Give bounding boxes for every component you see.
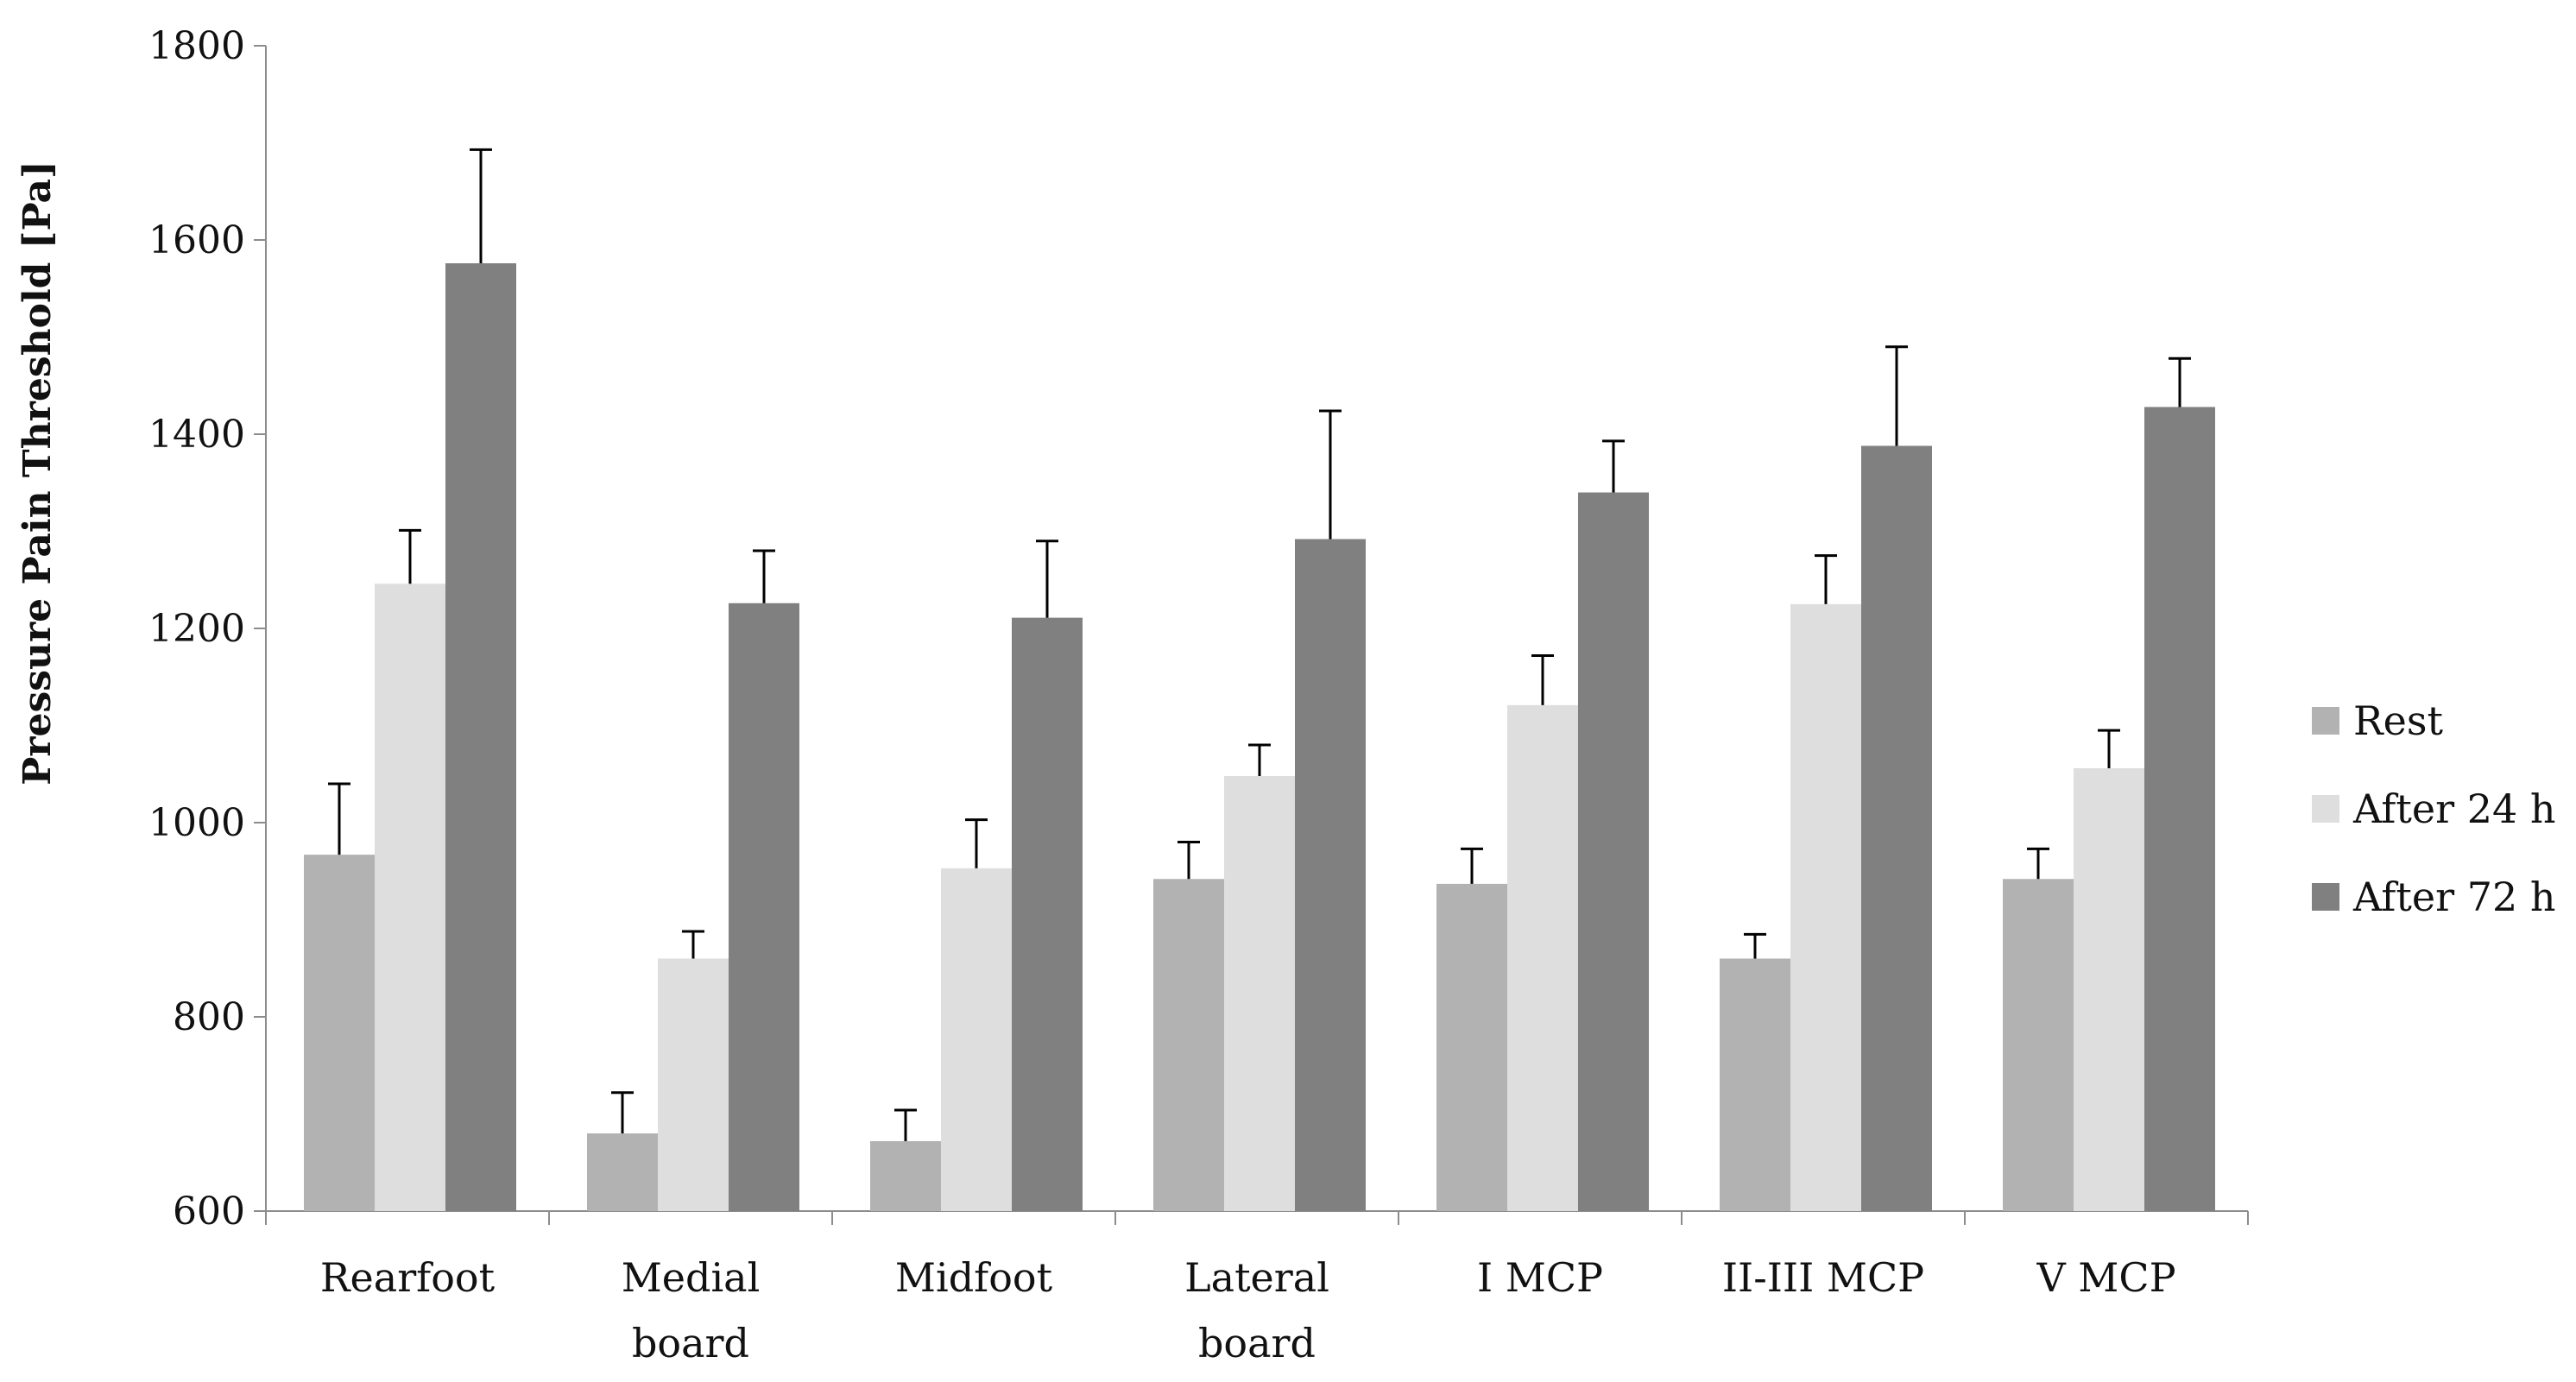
x-tick-label-line: V MCP [2036,1254,2175,1301]
y-tick-label: 1400 [148,413,245,457]
legend-swatch [2312,795,2339,823]
y-axis: 600 800 1000 1200 1400 1600 1800 [148,24,267,1234]
bar [870,1141,941,1211]
bar [2003,879,2074,1211]
x-tick-label-line: I MCP [1477,1254,1603,1301]
bar [941,868,1012,1211]
x-tick-label-line: Rearfoot [320,1254,496,1301]
bar [304,855,375,1211]
bar [1507,704,1578,1211]
x-tick-label-line: board [632,1320,749,1366]
x-tick-label: I MCP [1477,1254,1603,1301]
x-tick-label: II-III MCP [1722,1254,1924,1301]
x-tick-label: Rearfoot [320,1254,496,1301]
bar [658,958,729,1211]
bar [445,263,516,1211]
x-tick-label: V MCP [2036,1254,2175,1301]
bar [375,584,445,1211]
y-tick-label: 1600 [148,218,245,262]
bar [1295,539,1366,1211]
bar [1012,617,1083,1211]
legend-swatch [2312,883,2339,911]
x-tick-label: Medial board [622,1254,761,1366]
bar [1720,958,1790,1211]
bar [1578,492,1649,1211]
x-tick-label-line: Midfoot [895,1254,1053,1301]
y-tick-label: 800 [173,995,245,1039]
bar [729,603,799,1211]
bar [1861,445,1932,1211]
x-tick-label-line: Medial [622,1254,761,1301]
y-axis-title: Pressure Pain Threshold [Pa] [16,161,60,786]
legend-swatch [2312,707,2339,735]
error-bars [328,148,2191,1141]
bar [2074,768,2144,1211]
bars [304,263,2215,1211]
bar [1436,883,1507,1211]
legend-label: After 72 h [2352,874,2556,920]
y-tick-label: 600 [173,1190,245,1234]
bar [1790,603,1861,1211]
bar [587,1133,658,1211]
y-tick-label: 1200 [148,607,245,651]
x-tick-label: Lateral board [1184,1254,1329,1366]
x-tick-label-line: board [1198,1320,1316,1366]
legend-label: Rest [2353,697,2443,744]
bar [1153,879,1224,1211]
x-tick-label: Midfoot [895,1254,1053,1301]
bar [2144,407,2215,1211]
x-axis: Rearfoot Medial board Midfoot Lateral board I … [265,1210,2249,1366]
legend: Rest After 24 h After 72 h [2312,697,2556,920]
x-tick-label-line: II-III MCP [1722,1254,1924,1301]
y-tick-label: 1000 [148,801,245,845]
bar [1224,776,1295,1211]
y-tick-label: 1800 [148,24,245,68]
legend-label: After 24 h [2352,786,2556,832]
x-tick-label-line: Lateral [1184,1254,1329,1301]
